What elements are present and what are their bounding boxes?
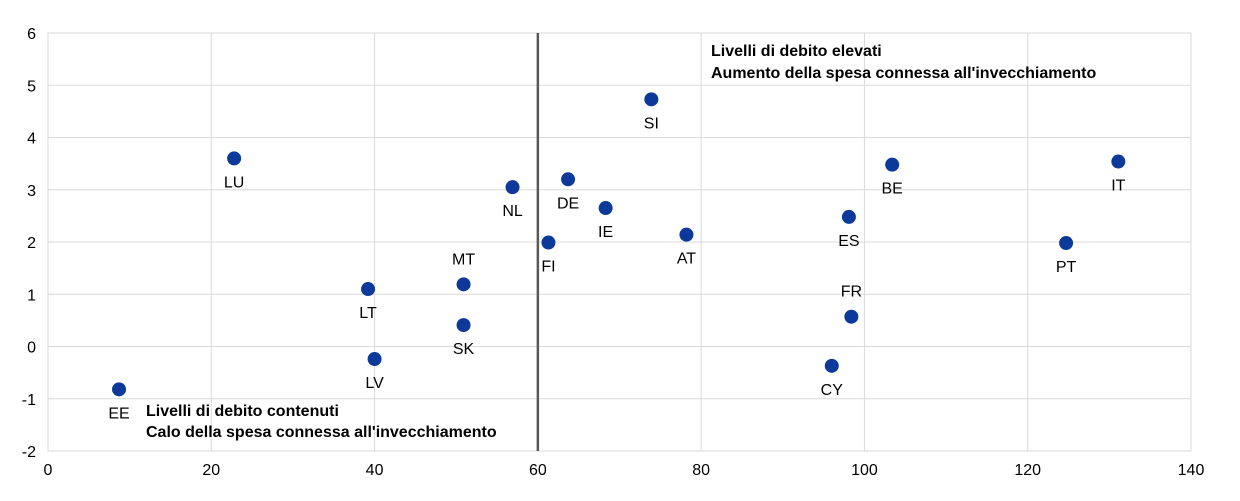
annotation-high-line1: Livelli di debito elevati xyxy=(711,43,882,60)
y-tick-label: 4 xyxy=(27,131,36,148)
x-tick-label: 60 xyxy=(529,462,547,479)
point-label-be: BE xyxy=(882,181,903,198)
point-label-at: AT xyxy=(677,251,696,268)
grid-layer xyxy=(47,32,1192,452)
data-point-cy xyxy=(824,358,839,373)
data-point-mt xyxy=(456,277,471,292)
data-point-de xyxy=(561,172,576,187)
point-labels: EE LU LT LV MT SK NL FI DE IE SI AT CY ES FR BE PT IT xyxy=(108,115,1125,422)
data-points xyxy=(112,92,1126,397)
point-label-ee: EE xyxy=(108,405,129,422)
point-label-nl: NL xyxy=(502,203,523,220)
point-label-mt: MT xyxy=(452,251,475,268)
y-tick-label: 2 xyxy=(27,235,36,252)
x-tick-label: 20 xyxy=(202,462,220,479)
x-tick-label: 120 xyxy=(1014,462,1041,479)
point-label-pt: PT xyxy=(1056,259,1077,276)
y-tick-label: 3 xyxy=(27,183,36,200)
data-point-fi xyxy=(541,235,556,250)
y-tick-label: -2 xyxy=(22,444,36,461)
point-label-it: IT xyxy=(1111,178,1125,195)
annotations: Livelli di debito elevati Aumento della … xyxy=(146,43,1097,441)
point-label-ie: IE xyxy=(598,224,613,241)
point-label-si: SI xyxy=(644,115,659,132)
x-tick-label: 80 xyxy=(692,462,710,479)
point-label-lu: LU xyxy=(224,174,244,191)
x-tick-label: 0 xyxy=(44,462,53,479)
y-tick-label: 5 xyxy=(27,78,36,95)
data-point-lu xyxy=(227,151,242,166)
point-label-sk: SK xyxy=(453,341,475,358)
data-point-ee xyxy=(112,382,127,397)
x-tick-label: 140 xyxy=(1178,462,1205,479)
point-label-lv: LV xyxy=(365,375,384,392)
data-point-es xyxy=(841,209,856,224)
point-label-fi: FI xyxy=(541,259,555,276)
data-point-be xyxy=(885,157,900,172)
point-label-es: ES xyxy=(838,233,859,250)
point-label-lt: LT xyxy=(359,305,377,322)
data-point-ie xyxy=(598,201,613,216)
data-point-sk xyxy=(456,318,471,333)
data-point-fr xyxy=(844,309,859,324)
annotation-high-line2: Aumento della spesa connessa all'invecch… xyxy=(711,65,1097,82)
x-tick-label: 40 xyxy=(366,462,384,479)
y-tick-label: 6 xyxy=(27,26,36,43)
data-point-nl xyxy=(505,180,520,195)
point-label-fr: FR xyxy=(841,284,862,301)
y-tick-label: 0 xyxy=(27,340,36,357)
data-point-lv xyxy=(367,352,382,367)
annotation-low-line1: Livelli di debito contenuti xyxy=(146,403,339,420)
plot-frame xyxy=(47,32,1192,452)
data-point-si xyxy=(644,92,659,107)
y-tick-label: -1 xyxy=(22,392,36,409)
annotation-low-line2: Calo della spesa connessa all'invecchiam… xyxy=(146,424,497,441)
y-tick-label: 1 xyxy=(27,287,36,304)
x-tick-label: 100 xyxy=(851,462,878,479)
data-point-at xyxy=(679,227,694,242)
point-label-de: DE xyxy=(557,195,579,212)
point-label-cy: CY xyxy=(821,382,844,399)
data-point-it xyxy=(1111,154,1126,169)
data-point-pt xyxy=(1059,236,1074,251)
data-point-lt xyxy=(361,282,376,297)
